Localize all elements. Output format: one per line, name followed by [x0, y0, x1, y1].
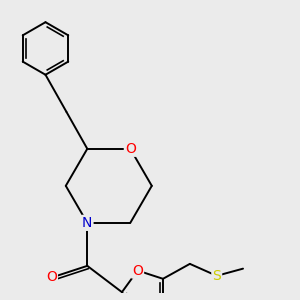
Text: O: O [125, 142, 136, 156]
Text: O: O [132, 264, 143, 278]
Text: S: S [212, 269, 221, 283]
Text: O: O [46, 270, 57, 283]
Text: N: N [82, 216, 92, 230]
